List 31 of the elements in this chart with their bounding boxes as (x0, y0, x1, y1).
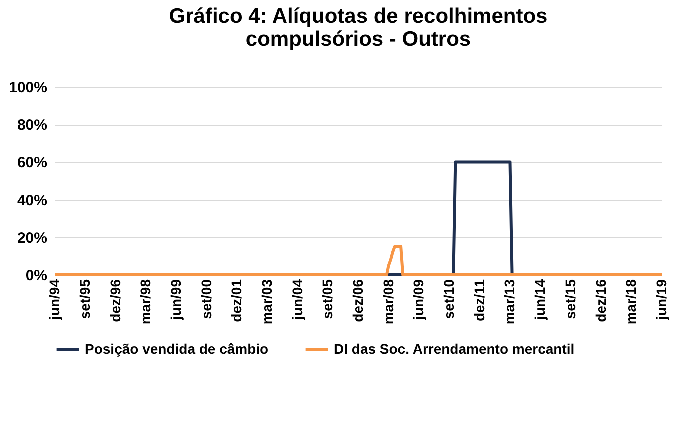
x-tick-label: mar/18 (623, 279, 640, 325)
x-tick-label: jun/19 (654, 279, 670, 321)
x-tick-label: jun/99 (168, 279, 184, 321)
x-tick-label: mar/03 (258, 279, 275, 325)
x-tick-label: set/15 (562, 279, 578, 320)
y-tick-label: 0% (26, 268, 48, 284)
y-tick-label: 80% (17, 117, 48, 134)
chart-title: Gráfico 4: Alíquotas de recolhimentos compulsórios - Outros (169, 5, 548, 51)
y-tick-label: 60% (17, 154, 48, 172)
x-tick-label: jun/94 (46, 279, 62, 321)
x-tick-label: set/95 (76, 279, 93, 320)
legend-label: Posição vendida de câmbio (85, 341, 269, 357)
x-tick-label: dez/11 (471, 279, 488, 322)
x-tick-label: dez/16 (592, 279, 609, 322)
x-tick-label: dez/96 (107, 279, 124, 322)
x-tick-label: mar/98 (138, 279, 154, 325)
y-tick-label: 40% (17, 192, 48, 210)
line-series (54, 245, 664, 276)
legend-label: DI das Soc. Arrendamento mercantil (334, 341, 575, 357)
x-tick-label: mar/08 (380, 279, 396, 325)
x-tick-label: jun/14 (532, 279, 548, 321)
x-tick-label: set/05 (320, 279, 336, 320)
x-tick-label: set/00 (198, 279, 214, 320)
x-tick-label: dez/01 (228, 279, 245, 322)
x-tick-label: jun/04 (289, 279, 306, 321)
y-tick-label: 20% (17, 230, 48, 247)
y-tick-label: 100% (9, 80, 48, 96)
x-tick-label: set/10 (441, 279, 458, 320)
x-tick-label: mar/13 (502, 279, 518, 325)
x-tick-label: dez/06 (350, 279, 366, 322)
x-tick-label: jun/09 (410, 279, 427, 321)
